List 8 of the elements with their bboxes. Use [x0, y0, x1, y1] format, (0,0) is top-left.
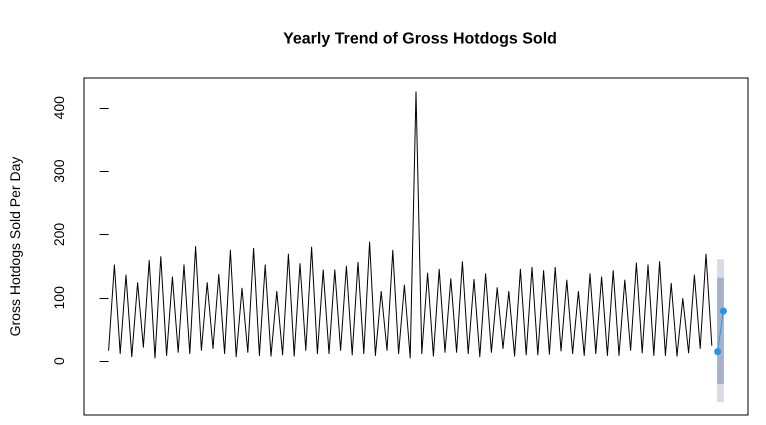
- y-tick-label: 400: [51, 96, 67, 120]
- y-tick-label: 0: [51, 357, 67, 366]
- y-axis-title: Gross Hotdogs Sold Per Day: [7, 156, 23, 336]
- y-tick-label: 100: [51, 286, 67, 310]
- y-tick-label: 200: [51, 222, 67, 246]
- line-series: [108, 91, 712, 358]
- y-tick-label: 300: [51, 159, 67, 183]
- chart-title: Yearly Trend of Gross Hotdogs Sold: [283, 30, 557, 48]
